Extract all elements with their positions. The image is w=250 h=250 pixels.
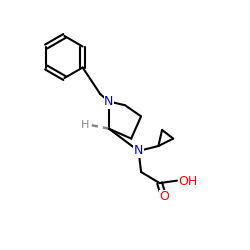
Text: H: H <box>81 120 89 130</box>
Text: N: N <box>104 95 114 108</box>
Text: OH: OH <box>178 175 198 188</box>
Text: O: O <box>160 190 170 203</box>
Text: N: N <box>134 144 143 158</box>
